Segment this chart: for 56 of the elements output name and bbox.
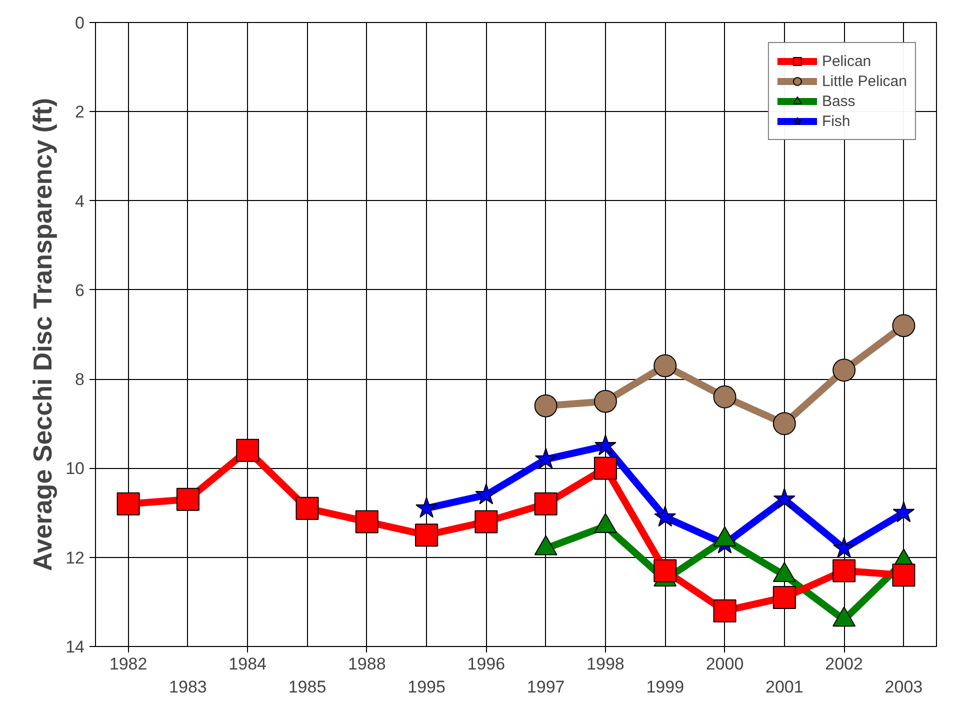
x-tick-label: 2001 xyxy=(765,678,804,696)
point xyxy=(832,559,856,582)
point xyxy=(772,412,796,436)
point xyxy=(534,394,558,418)
point xyxy=(772,586,796,609)
point xyxy=(534,448,557,469)
point xyxy=(355,510,378,534)
point xyxy=(236,438,260,462)
y-tick-label: 8 xyxy=(75,370,85,390)
y-tick-label: 10 xyxy=(66,459,85,478)
x-tick-label: 1998 xyxy=(586,654,624,674)
legend-label: Bass xyxy=(822,92,856,110)
point xyxy=(654,559,677,582)
point xyxy=(176,488,200,511)
y-tick-label: 4 xyxy=(75,192,85,211)
x-tick-label: 1983 xyxy=(169,678,207,696)
x-tick-label: 2002 xyxy=(825,654,863,674)
x-tick-label: 1982 xyxy=(109,654,148,674)
point xyxy=(892,314,916,338)
x-tick-label: 2003 xyxy=(884,678,923,696)
x-tick-label: 1984 xyxy=(228,654,267,674)
point xyxy=(892,564,916,587)
y-tick-label: 0 xyxy=(75,14,85,32)
x-tick-label: 1995 xyxy=(408,678,446,696)
legend-label: Little Pelican xyxy=(822,72,907,90)
x-tick-label: 1988 xyxy=(348,654,386,674)
legend-label: Fish xyxy=(822,112,850,130)
x-tick-label: 1999 xyxy=(646,678,684,696)
point xyxy=(296,496,319,520)
point xyxy=(416,496,438,518)
x-tick-label: 2000 xyxy=(706,654,744,674)
y-tick-label: 2 xyxy=(75,102,85,122)
y-tick-label: 14 xyxy=(66,638,85,656)
point xyxy=(594,456,617,480)
point xyxy=(415,524,438,547)
point xyxy=(713,385,736,408)
y-tick-label: 12 xyxy=(66,548,85,568)
x-tick-label: 1996 xyxy=(467,654,506,674)
point xyxy=(594,390,617,413)
x-tick-label: 1997 xyxy=(526,678,565,696)
point xyxy=(832,358,856,382)
legend-label: Pelican xyxy=(822,52,872,70)
point xyxy=(654,354,677,378)
point xyxy=(773,488,796,509)
point xyxy=(892,501,915,522)
point xyxy=(654,506,676,527)
y-tick-label: 6 xyxy=(75,280,85,300)
point xyxy=(833,536,856,558)
point xyxy=(116,492,140,516)
y-axis-title: Average Secchi Disc Transparency (ft) xyxy=(28,98,58,572)
point xyxy=(594,434,616,456)
x-tick-label: 1985 xyxy=(288,678,326,696)
point xyxy=(534,492,558,516)
point xyxy=(474,510,498,534)
point xyxy=(475,483,498,504)
point xyxy=(713,599,736,622)
